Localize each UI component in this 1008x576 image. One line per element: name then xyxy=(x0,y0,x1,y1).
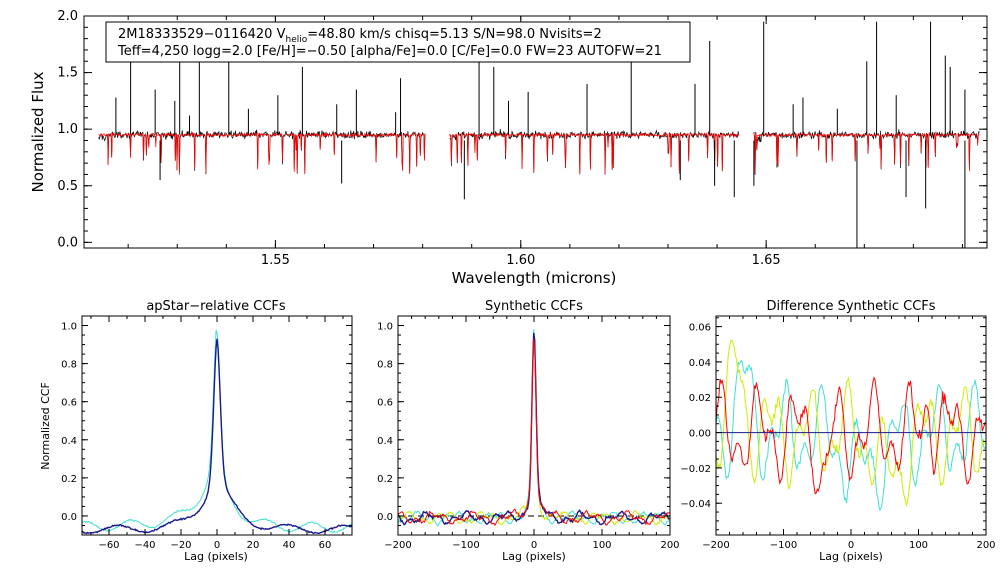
spectrum-x-axis-label: Wavelength (microns) xyxy=(452,269,617,287)
ccf-difference-plot-area xyxy=(715,339,986,512)
y-tick-label: 0.8 xyxy=(377,360,393,371)
ccf-apstar-y-axis-label: Normalized CCF xyxy=(39,382,52,470)
x-tick-label: 1.60 xyxy=(506,253,535,268)
x-tick-label: −40 xyxy=(134,540,155,551)
y-tick-label: 0.0 xyxy=(61,512,77,523)
ccf-synthetic-combined xyxy=(397,332,670,526)
info-line-1: 2M18333529−0116420 Vhelio=48.80 km/s chi… xyxy=(118,27,602,45)
y-tick-label: 1.5 xyxy=(57,66,78,81)
y-tick-label: 0.2 xyxy=(377,474,393,485)
ccf-difference-x-axis-label: Lag (pixels) xyxy=(819,550,883,563)
y-tick-label: 0.8 xyxy=(61,360,77,371)
ccf-difference-visit-3 xyxy=(715,376,986,495)
info-line-1-end: =48.80 km/s chisq=5.13 S/N=98.0 Nvisits=… xyxy=(307,27,602,42)
info-line-1-subscript: helio xyxy=(285,35,307,45)
y-tick-label: 0.00 xyxy=(689,429,711,440)
y-tick-label: 0.6 xyxy=(61,398,77,409)
y-tick-label: 2.0 xyxy=(57,9,78,24)
y-tick-label: −0.04 xyxy=(680,499,711,510)
x-tick-label: −100 xyxy=(452,540,479,551)
y-tick-label: 0.4 xyxy=(61,436,77,447)
y-tick-label: 0.5 xyxy=(57,179,78,194)
ccf-synthetic-ticks: −200 −100 0 100 200 0.0 0.2 0.4 0.6 0.8 1.0 xyxy=(377,315,680,551)
model-spectrum-line xyxy=(449,131,740,175)
y-tick-label: 0.0 xyxy=(57,235,78,250)
x-tick-label: 200 xyxy=(660,540,679,551)
x-tick-label: 1.65 xyxy=(752,253,781,268)
x-tick-label: 40 xyxy=(283,540,296,551)
y-tick-label: 0.02 xyxy=(689,393,711,404)
x-tick-label: 100 xyxy=(592,540,611,551)
y-tick-label: 0.06 xyxy=(689,323,711,334)
ccf-apstar-title: apStar−relative CCFs xyxy=(146,299,286,314)
info-line-2: Teff=4,250 logg=2.0 [Fe/H]=−0.50 [alpha/… xyxy=(117,44,662,59)
info-box xyxy=(105,21,691,63)
x-tick-label: 60 xyxy=(319,540,332,551)
y-tick-label: 0.2 xyxy=(61,474,77,485)
ccf-synthetic-plot-area xyxy=(397,329,670,527)
x-tick-label: 20 xyxy=(247,540,260,551)
ccf-apstar-frame xyxy=(81,315,353,536)
x-tick-label: −20 xyxy=(170,540,191,551)
ccf-synthetic-panel: Synthetic CCFs −200 −100 0 100 200 0.0 0.2 0.4 0… xyxy=(377,299,679,563)
y-tick-label: 0.6 xyxy=(377,398,393,409)
ccf-apstar-series-2 xyxy=(81,329,353,534)
x-tick-label: 1.55 xyxy=(261,253,290,268)
ccf-synthetic-frame xyxy=(397,315,671,536)
observed-spectrum-line xyxy=(753,129,980,175)
x-tick-label: 0 xyxy=(214,540,220,551)
x-tick-label: 0 xyxy=(531,540,537,551)
model-spectrum-line xyxy=(98,131,426,175)
ccf-difference-title: Difference Synthetic CCFs xyxy=(766,299,935,314)
x-tick-label: −200 xyxy=(384,540,411,551)
ccf-difference-panel: Difference Synthetic CCFs −200 −100 0 100 20… xyxy=(680,299,995,563)
info-line-1-start: 2M18333529−0116420 V xyxy=(118,27,286,42)
x-tick-label: 200 xyxy=(976,540,995,551)
ccf-synthetic-x-axis-label: Lag (pixels) xyxy=(502,550,566,563)
y-tick-label: 0.04 xyxy=(689,358,711,369)
x-tick-label: −200 xyxy=(702,540,729,551)
ccf-synthetic-title: Synthetic CCFs xyxy=(485,299,583,314)
y-tick-label: 1.0 xyxy=(61,322,77,333)
x-tick-label: −100 xyxy=(770,540,797,551)
spectrum-y-axis-label: Normalized Flux xyxy=(29,71,47,192)
ccf-synthetic-visit-1 xyxy=(397,329,670,527)
y-tick-label: 1.0 xyxy=(57,122,78,137)
ccf-apstar-x-axis-label: Lag (pixels) xyxy=(184,550,248,563)
x-tick-label: 100 xyxy=(909,540,928,551)
ccf-apstar-plot-area xyxy=(81,329,353,535)
ccf-difference-visit-1 xyxy=(715,359,986,512)
ccf-apstar-series-1 xyxy=(81,338,352,535)
ccf-difference-visit-2 xyxy=(715,339,986,508)
spectrum-ticks: 1.55 1.60 1.65 0.0 0.5 1.0 1.5 2.0 xyxy=(57,9,987,268)
y-tick-label: 0.4 xyxy=(377,436,393,447)
ccf-apstar-panel: apStar−relative CCFs −60 −40 −20 0 20 40 60 0.0… xyxy=(39,299,353,563)
ccf-apstar-ticks: −60 −40 −20 0 20 40 60 0.0 0.2 0.4 0.6 0.8 1.0 xyxy=(61,315,352,551)
y-tick-label: −0.02 xyxy=(680,464,711,475)
ccf-synthetic-visit-3 xyxy=(397,338,670,527)
ccf-synthetic-visit-2 xyxy=(397,333,670,526)
model-spectrum-line xyxy=(753,131,980,173)
spectrum-frame xyxy=(83,15,988,249)
spectrum-panel: 1.55 1.60 1.65 0.0 0.5 1.0 1.5 2.0 2M18333529−0… xyxy=(29,9,988,287)
x-tick-label: −60 xyxy=(98,540,119,551)
x-tick-label: 0 xyxy=(848,540,854,551)
y-tick-label: 1.0 xyxy=(377,322,393,333)
y-tick-label: 0.0 xyxy=(377,512,393,523)
ccf-difference-ticks: −200 −100 0 100 200 −0.04 −0.02 0.00 0.02 0.04 0.0… xyxy=(680,316,996,551)
